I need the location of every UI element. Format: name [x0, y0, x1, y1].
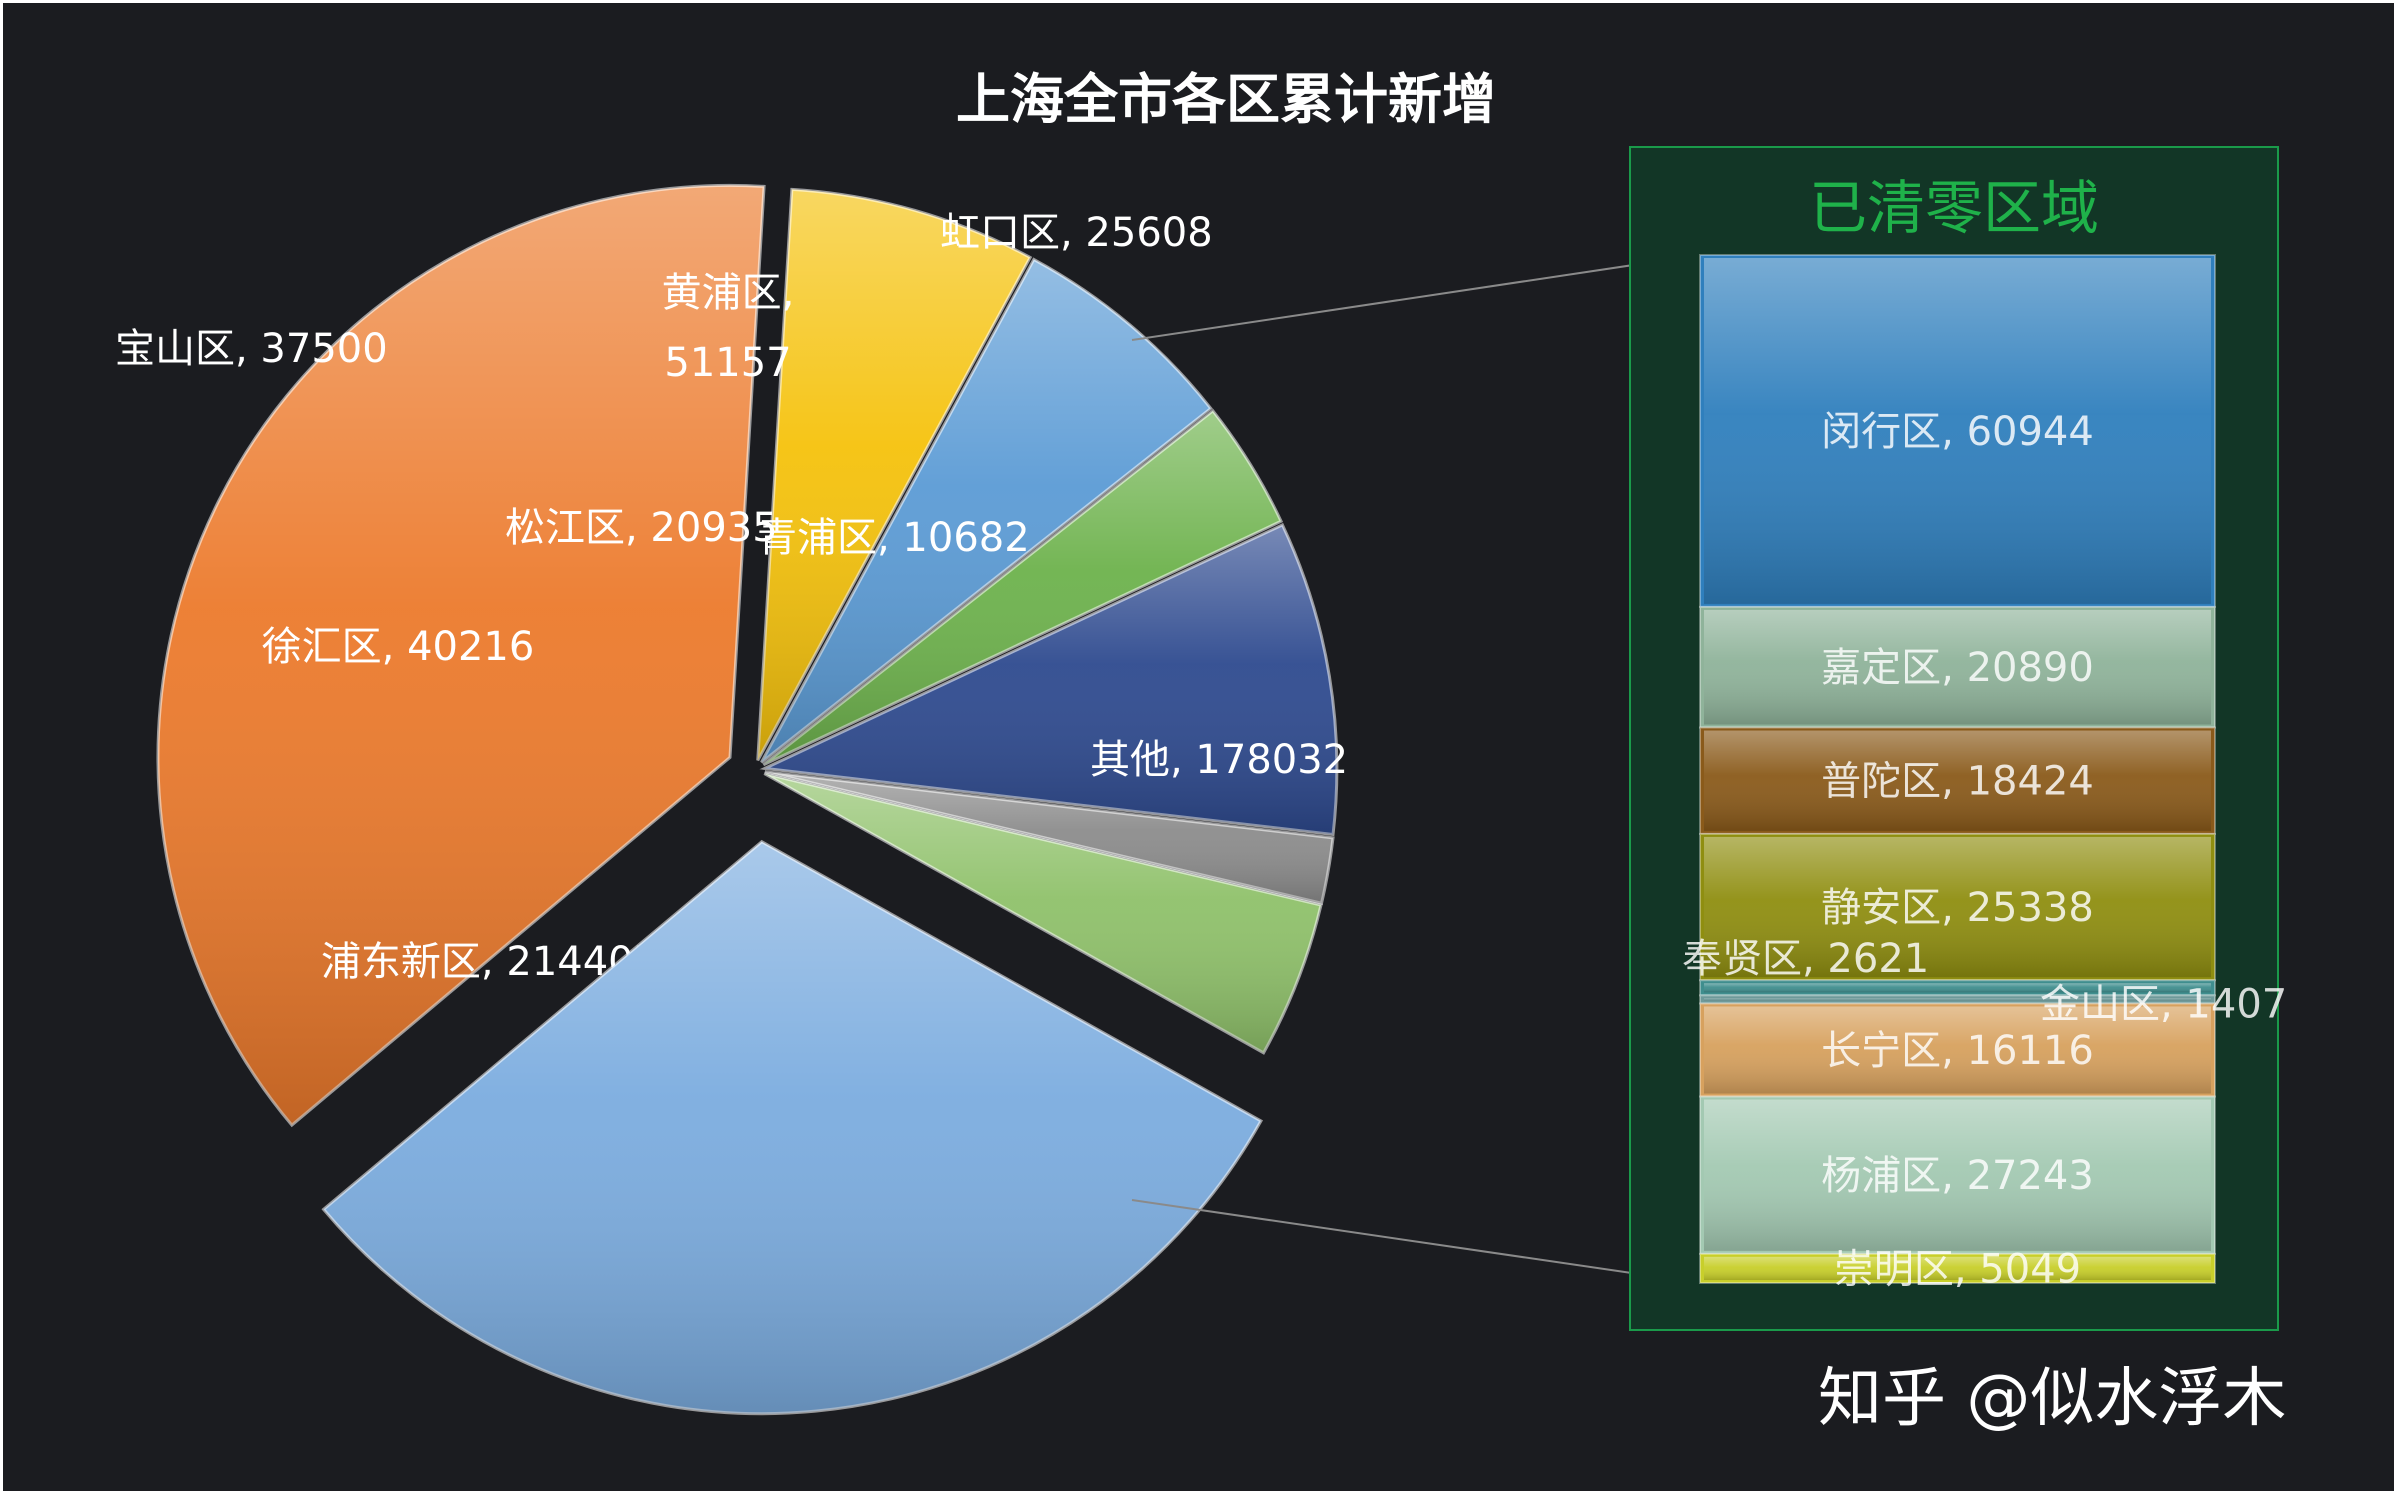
connector-line-top	[1131, 254, 1701, 341]
stack-data-label: 静安区, 25338	[1821, 885, 2094, 931]
stack-segment-d666e9640533a	[1699, 726, 2216, 835]
secondary-labels: 闵行区, 60944 嘉定区, 20890 普陀区, 18424 静安区, 25338…	[1682, 409, 2287, 1292]
chart-title: 上海全市各区累计新增	[956, 68, 1496, 131]
pie-slice-d5b9d5c71533a	[760, 257, 1213, 764]
stack-data-label: 崇明区, 5049	[1834, 1246, 2081, 1292]
pie-data-label: 松江区, 20935	[505, 505, 778, 551]
stack-segment-d95f5884c533a	[1699, 254, 2216, 608]
stack-segment-d957f5b81533a	[1699, 1002, 2216, 1098]
stack-data-label: 金山区, 1407	[2040, 981, 2287, 1027]
pie-slice-d97526d66533a	[764, 770, 1335, 905]
pie-data-label: 虹口区, 25608	[940, 210, 1213, 256]
stack-segment-d56095b9a533a	[1699, 605, 2216, 729]
pie-data-label: 青浦区, 10682	[757, 515, 1030, 561]
pie-slice-d867953e3533a	[763, 772, 1323, 1055]
secondary-box-title: 已清零区域	[1809, 174, 2099, 242]
connector-line-bottom	[1131, 1199, 1701, 1284]
pie-slice-d6d664e1c65b0533a	[156, 183, 766, 1128]
pie-data-label: 黄浦区,	[662, 270, 795, 316]
secondary-stack	[1699, 254, 2216, 1284]
stack-data-label: 普陀区, 18424	[1821, 759, 2094, 805]
pie-data-label: 其他, 178032	[1090, 737, 1348, 783]
stack-data-label: 嘉定区, 20890	[1821, 645, 2094, 691]
pie-data-label: 徐汇区, 40216	[262, 624, 535, 670]
watermark: 知乎 @似水浮木	[1818, 1362, 2286, 1436]
pie-data-label: 51157	[664, 340, 791, 386]
pie-slice-d5f906c47533a	[756, 187, 1033, 762]
stack-data-label: 闵行区, 60944	[1821, 409, 2094, 455]
stack-segment-d97595b89533a	[1699, 832, 2216, 982]
stack-data-label: 长宁区, 16116	[1821, 1028, 2094, 1074]
pie-data-label: 宝山区, 37500	[115, 326, 388, 372]
pie-slice-d9ec46d66533a	[759, 522, 1339, 837]
stack-data-label: 杨浦区, 27243	[1821, 1153, 2094, 1199]
pie-slice-d677e6c5f533a	[762, 408, 1284, 767]
stack-segment-d67686d66533a	[1699, 1095, 2216, 1255]
stack-data-label: 奉贤区, 2621	[1682, 936, 1929, 982]
stack-segment-d5d07660e533a	[1699, 1252, 2216, 1284]
pie-slice-d51764ed6	[321, 839, 1264, 1416]
